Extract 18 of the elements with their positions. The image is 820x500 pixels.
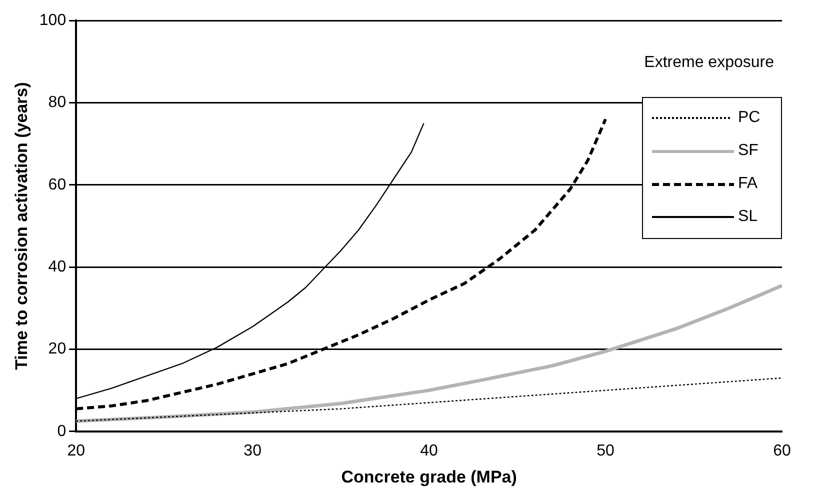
x-tick-label: 60 <box>773 442 791 460</box>
x-tick-label: 30 <box>244 442 262 460</box>
y-axis-title: Time to corrosion activation (years) <box>12 82 31 370</box>
y-tick-label: 0 <box>57 422 66 440</box>
y-tick-label: 40 <box>48 258 66 276</box>
annotation: Extreme exposure <box>644 54 774 72</box>
y-tick-label: 100 <box>39 12 66 30</box>
x-tick-label: 40 <box>420 442 438 460</box>
legend-label: FA <box>738 175 758 194</box>
y-tick-label: 80 <box>48 94 66 112</box>
legend-label: PC <box>738 109 760 128</box>
legend-label: SF <box>738 142 758 160</box>
x-tick-label: 50 <box>596 442 615 460</box>
x-axis-title: Concrete grade (MPa) <box>341 467 517 486</box>
y-tick-label: 20 <box>48 340 66 358</box>
legend-label: SL <box>738 208 758 226</box>
x-tick-label: 20 <box>67 442 86 460</box>
y-tick-label: 60 <box>48 176 66 194</box>
